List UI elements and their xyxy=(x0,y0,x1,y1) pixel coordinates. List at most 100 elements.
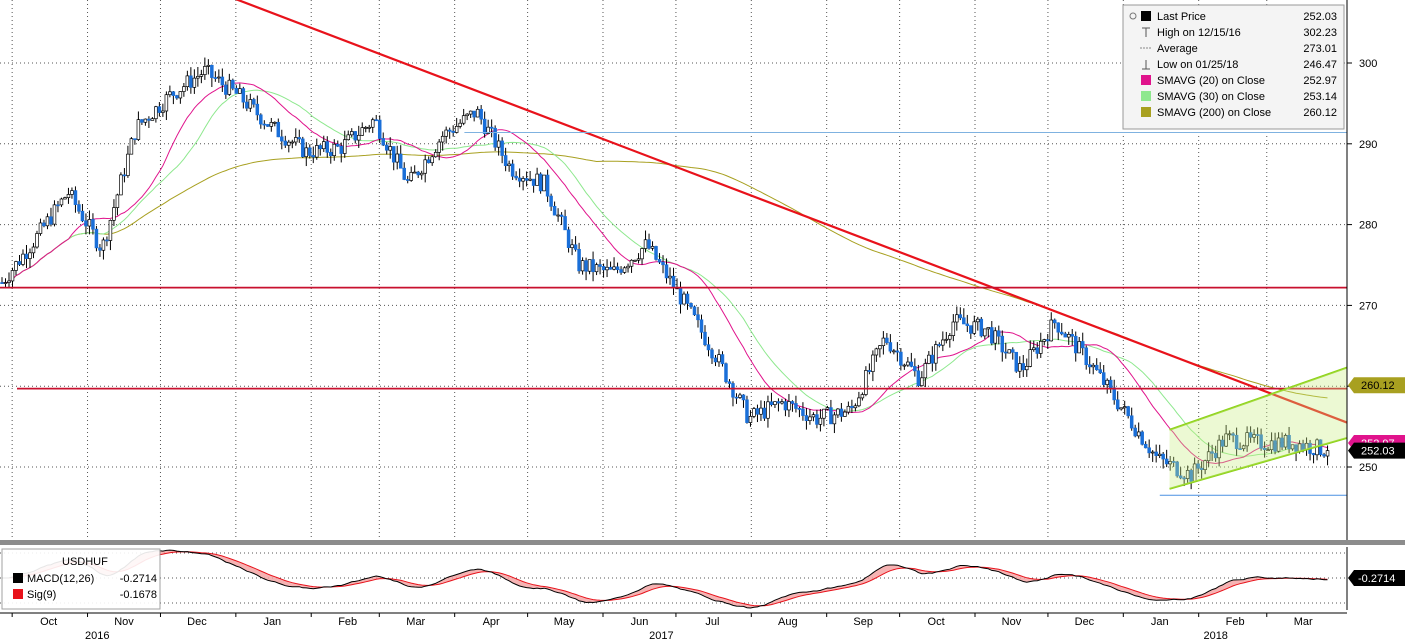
candle-body-378 xyxy=(1322,454,1326,457)
candle-body-81 xyxy=(283,140,288,146)
candle-body-111 xyxy=(388,146,392,151)
candle-body-187 xyxy=(654,246,658,260)
candle-body-312 xyxy=(1091,364,1095,368)
candle-body-281 xyxy=(983,328,987,337)
candle-body-245 xyxy=(857,397,861,407)
candle-body-8 xyxy=(28,252,32,259)
x-month-label-16: Feb xyxy=(1226,616,1245,628)
x-month-label-15: Jan xyxy=(1151,616,1169,628)
legend-menu-icon[interactable] xyxy=(1129,12,1137,20)
candle-body-212 xyxy=(741,394,746,401)
candle-body-298 xyxy=(1042,339,1047,342)
candle-body-379 xyxy=(1325,450,1330,457)
candle-body-252 xyxy=(881,337,886,347)
candle-body-35 xyxy=(122,174,127,177)
candle-body-94 xyxy=(329,151,333,157)
candle-body-73 xyxy=(255,103,260,116)
candle-body-353 xyxy=(1234,434,1239,449)
candle-body-259 xyxy=(906,361,910,366)
candle-body-144 xyxy=(503,155,508,167)
candle-body-351 xyxy=(1227,433,1232,436)
candle-body-295 xyxy=(1032,347,1036,351)
candle-body-327 xyxy=(1143,443,1148,449)
candle-body-52 xyxy=(182,86,186,92)
macd-legend-swatch-1 xyxy=(13,589,23,599)
candle-body-132 xyxy=(461,115,466,124)
candle-body-263 xyxy=(920,377,924,386)
candle-body-249 xyxy=(871,354,875,372)
candle-body-189 xyxy=(661,261,665,266)
candle-body-44 xyxy=(154,106,158,120)
candle-body-352 xyxy=(1231,433,1235,436)
candle-body-51 xyxy=(178,91,183,99)
candle-body-324 xyxy=(1133,427,1137,437)
sma-30-path xyxy=(1,89,1328,458)
candle-body-264 xyxy=(923,363,928,379)
candle-body-63 xyxy=(220,76,225,86)
candle-body-126 xyxy=(440,135,445,143)
candle-body-361 xyxy=(1262,447,1267,451)
candle-body-102 xyxy=(356,134,361,141)
x-year-label-2: 2018 xyxy=(1203,630,1227,642)
candle-body-78 xyxy=(273,121,277,124)
macd-panel: -0.2714 xyxy=(0,547,1405,610)
candle-body-185 xyxy=(647,239,651,249)
candle-body-87 xyxy=(304,147,309,158)
candle-body-210 xyxy=(734,396,739,399)
macd-legend-value-0: -0.2714 xyxy=(120,573,157,585)
candle-body-27 xyxy=(94,228,99,249)
candle-body-168 xyxy=(587,259,592,272)
candle-body-339 xyxy=(1185,470,1190,479)
candle-body-56 xyxy=(196,76,200,79)
legend-label-6: SMAVG (200) on Close xyxy=(1157,107,1271,119)
channel-fill xyxy=(1169,367,1347,489)
candle-body-224 xyxy=(783,401,788,411)
macd-line xyxy=(2,549,1328,609)
candle-body-21 xyxy=(73,190,78,205)
candle-body-316 xyxy=(1105,379,1109,385)
candle-body-319 xyxy=(1115,399,1120,410)
candle-body-0 xyxy=(0,282,4,284)
candle-body-217 xyxy=(759,407,763,415)
candle-body-194 xyxy=(678,287,683,305)
macd-tag-bg xyxy=(1348,570,1405,586)
candle-body-101 xyxy=(353,131,357,141)
candle-body-25 xyxy=(87,219,92,227)
candle-body-37 xyxy=(129,138,134,155)
candle-body-57 xyxy=(199,74,204,77)
candle-body-320 xyxy=(1119,407,1123,410)
candle-body-61 xyxy=(213,77,218,79)
candle-body-291 xyxy=(1018,363,1022,372)
candle-body-322 xyxy=(1126,406,1130,417)
candle-body-105 xyxy=(367,126,371,129)
macd-signal-line xyxy=(2,551,1328,607)
x-month-label-7: May xyxy=(554,616,575,628)
y-tick-label-280: 280 xyxy=(1359,220,1377,232)
macd-legend-label-1: Sig(9) xyxy=(27,589,56,601)
candle-body-305 xyxy=(1066,334,1071,338)
candle-body-255 xyxy=(892,350,896,353)
candle-body-367 xyxy=(1283,435,1288,448)
tag-bg-2 xyxy=(1348,442,1405,459)
candle-body-233 xyxy=(815,414,819,425)
candle-body-300 xyxy=(1049,319,1053,342)
candle-body-317 xyxy=(1108,379,1113,389)
candle-body-140 xyxy=(489,126,494,129)
candle-body-346 xyxy=(1210,451,1214,454)
candle-body-343 xyxy=(1199,467,1204,470)
candle-body-158 xyxy=(552,205,557,216)
candle-body-220 xyxy=(769,401,774,406)
trendline-channel-upper xyxy=(1169,366,1348,431)
candle-body-72 xyxy=(252,99,256,105)
candle-body-293 xyxy=(1025,366,1029,371)
candle-body-9 xyxy=(31,246,36,254)
candle-body-28 xyxy=(98,247,102,251)
candle-body-64 xyxy=(224,84,228,95)
candle-body-49 xyxy=(171,91,176,96)
candle-body-301 xyxy=(1052,319,1057,324)
candle-body-256 xyxy=(895,350,900,353)
candle-body-82 xyxy=(287,141,291,146)
candle-body-278 xyxy=(972,321,977,334)
candle-body-244 xyxy=(853,405,858,409)
